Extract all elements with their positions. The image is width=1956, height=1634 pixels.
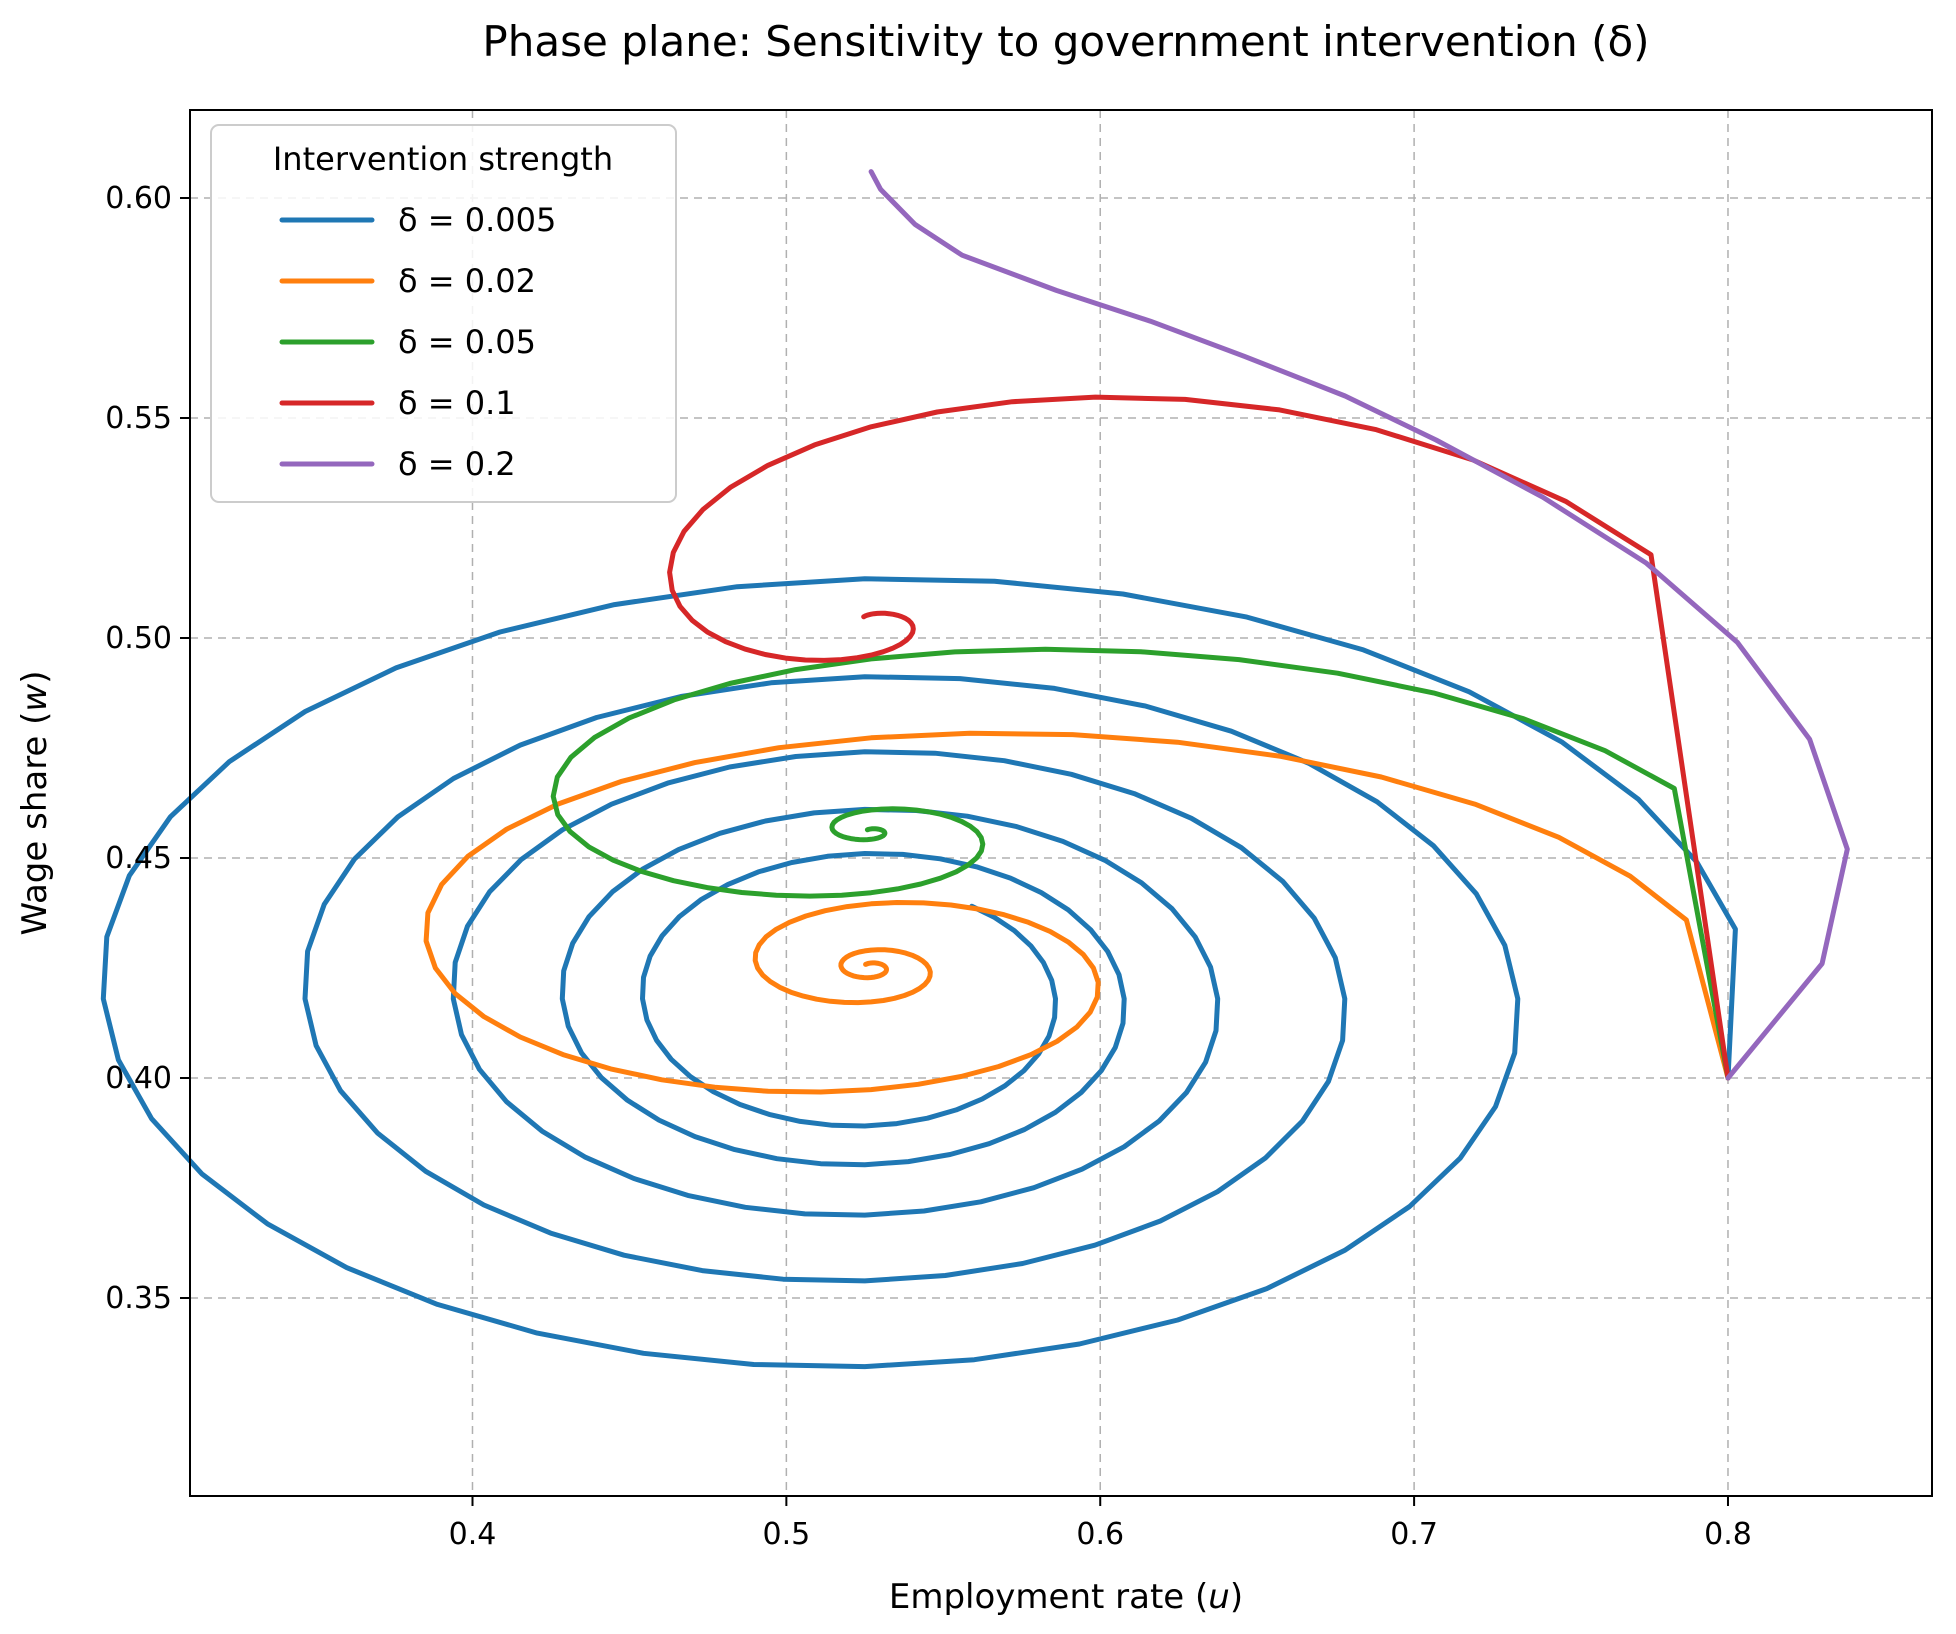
y-axis-label-variable: w — [15, 684, 55, 712]
plot-frame — [189, 109, 1933, 1497]
x-tick-label: 0.5 — [763, 1517, 811, 1552]
x-axis-label-close: ) — [1230, 1577, 1243, 1617]
y-axis-label-text: Wage share ( — [15, 712, 55, 936]
x-tick-label: 0.8 — [1704, 1517, 1752, 1552]
legend-label-1: δ = 0.005 — [398, 201, 556, 239]
x-tick-label: 0.6 — [1076, 1517, 1124, 1552]
y-tick-label: 0.60 — [105, 181, 172, 216]
series-line-3 — [550, 646, 1731, 1081]
legend-label-4: δ = 0.1 — [398, 384, 516, 422]
y-tick-label: 0.40 — [105, 1061, 172, 1096]
x-axis-label: Employment rate (u) — [889, 1577, 1243, 1617]
x-tick-label: 0.4 — [449, 1517, 497, 1552]
tick-layer: 0.4 0.5 0.6 0.7 0.8 0.35 0.40 0.45 0.50 0.55 0.60 — [105, 181, 1752, 1552]
legend-label-2: δ = 0.02 — [398, 262, 536, 300]
legend-title: Intervention strength — [273, 140, 613, 178]
series-line-4 — [667, 394, 1731, 1081]
y-tick-label: 0.35 — [105, 1281, 172, 1316]
grid-layer — [190, 110, 1932, 1496]
x-tick-label: 0.7 — [1390, 1517, 1438, 1552]
legend-label-5: δ = 0.2 — [398, 445, 516, 483]
legend-entries: δ = 0.005 δ = 0.02 δ = 0.05 δ = 0.1 δ = 0.2 — [279, 201, 556, 483]
series-line-1 — [100, 576, 1738, 1370]
y-tick-label: 0.50 — [105, 621, 172, 656]
x-axis-label-text: Employment rate ( — [889, 1577, 1208, 1617]
series-line-2 — [423, 730, 1731, 1095]
y-tick-label: 0.45 — [105, 841, 172, 876]
y-axis-label-close: ) — [15, 671, 55, 684]
series-line-5 — [868, 169, 1850, 1081]
series-layer — [100, 169, 1850, 1370]
x-axis-label-variable: u — [1208, 1577, 1230, 1617]
chart-title: Phase plane: Sensitivity to government i… — [482, 17, 1649, 66]
legend-label-3: δ = 0.05 — [398, 323, 536, 361]
y-axis-label: Wage share (w) — [15, 671, 55, 936]
y-tick-label: 0.55 — [105, 401, 172, 436]
